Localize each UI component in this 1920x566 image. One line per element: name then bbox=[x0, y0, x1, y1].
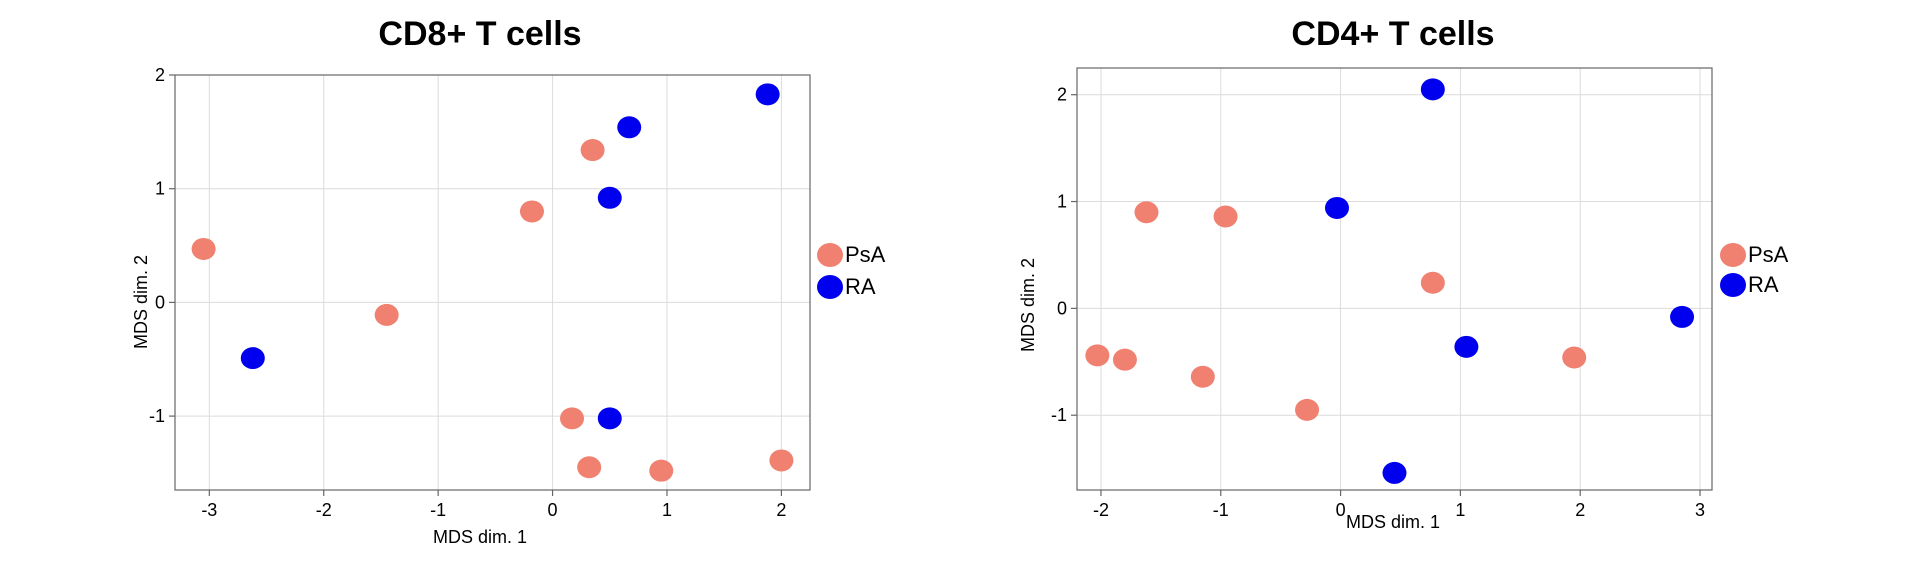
point-psa bbox=[1562, 346, 1587, 369]
point-psa bbox=[577, 456, 602, 479]
point-ra bbox=[240, 347, 265, 370]
x-tick-label: 0 bbox=[548, 500, 558, 520]
x-tick-label: 1 bbox=[662, 500, 672, 520]
x-axis-label: MDS dim. 1 bbox=[433, 527, 527, 547]
point-psa bbox=[649, 459, 674, 482]
point-ra bbox=[597, 186, 622, 209]
point-psa bbox=[1085, 344, 1110, 367]
point-psa bbox=[580, 139, 605, 162]
point-ra bbox=[1324, 196, 1349, 219]
legend-label-ra: RA bbox=[1748, 272, 1779, 297]
plot-area: -2 -1 0 1 2 3 -1 0 1 2 bbox=[1051, 67, 1713, 520]
legend-marker-psa bbox=[817, 243, 843, 267]
x-tick-label: -1 bbox=[1213, 500, 1229, 520]
point-ra bbox=[755, 83, 780, 106]
y-tick-label: 1 bbox=[1057, 192, 1067, 212]
point-ra bbox=[1382, 461, 1407, 484]
x-tick-label: 0 bbox=[1336, 500, 1346, 520]
chart-title: CD8+ T cells bbox=[378, 15, 581, 53]
y-tick-label: -1 bbox=[1051, 405, 1067, 425]
plot-frame bbox=[1076, 67, 1713, 491]
x-tick-label: -2 bbox=[1093, 500, 1109, 520]
point-psa bbox=[191, 237, 216, 260]
legend-label-psa: PsA bbox=[1748, 242, 1789, 267]
point-psa bbox=[519, 200, 544, 223]
x-tick-label: -3 bbox=[201, 500, 217, 520]
legend-label-ra: RA bbox=[845, 274, 876, 299]
chart-title: CD4+ T cells bbox=[1291, 15, 1494, 53]
y-axis-label: MDS dim. 2 bbox=[1018, 258, 1038, 352]
x-tick-label: 3 bbox=[1695, 500, 1705, 520]
point-psa bbox=[1112, 348, 1137, 371]
x-tick-label: 2 bbox=[1575, 500, 1585, 520]
point-psa bbox=[769, 449, 794, 472]
plot-area: -3 -2 -1 0 1 2 -1 0 1 2 bbox=[149, 65, 811, 520]
y-axis-label: MDS dim. 2 bbox=[131, 255, 151, 349]
point-ra bbox=[1420, 78, 1445, 101]
chart-cd8: -3 -2 -1 0 1 2 -1 0 1 2 CD8+ T cells MDS dim. 1 M… bbox=[131, 15, 886, 547]
y-tick-label: -1 bbox=[149, 406, 165, 426]
point-psa bbox=[1213, 205, 1238, 228]
point-ra bbox=[617, 116, 642, 139]
x-tick-label: -1 bbox=[430, 500, 446, 520]
legend-marker-psa bbox=[1720, 243, 1746, 267]
point-psa bbox=[1295, 398, 1320, 421]
plot-frame bbox=[174, 74, 811, 491]
y-tick-label: 2 bbox=[155, 65, 165, 85]
point-psa bbox=[560, 407, 585, 430]
legend-marker-ra bbox=[817, 275, 843, 299]
legend-marker-ra bbox=[1720, 273, 1746, 297]
x-tick-label: 1 bbox=[1455, 500, 1465, 520]
point-psa bbox=[374, 303, 399, 326]
y-tick-label: 2 bbox=[1057, 85, 1067, 105]
y-tick-label: 0 bbox=[155, 292, 165, 312]
y-tick-label: 0 bbox=[1057, 298, 1067, 318]
chart-cd4: -2 -1 0 1 2 3 -1 0 1 2 CD4+ T cells MDS dim. 1 MD… bbox=[1018, 15, 1789, 532]
point-psa bbox=[1134, 201, 1159, 224]
point-psa bbox=[1420, 271, 1445, 294]
point-ra bbox=[1670, 305, 1695, 328]
point-ra bbox=[1454, 335, 1479, 358]
y-tick-label: 1 bbox=[155, 179, 165, 199]
x-tick-label: 2 bbox=[776, 500, 786, 520]
legend-label-psa: PsA bbox=[845, 242, 886, 267]
point-ra bbox=[597, 407, 622, 430]
x-tick-label: -2 bbox=[316, 500, 332, 520]
point-psa bbox=[1190, 365, 1215, 388]
x-axis-label: MDS dim. 1 bbox=[1346, 512, 1440, 532]
